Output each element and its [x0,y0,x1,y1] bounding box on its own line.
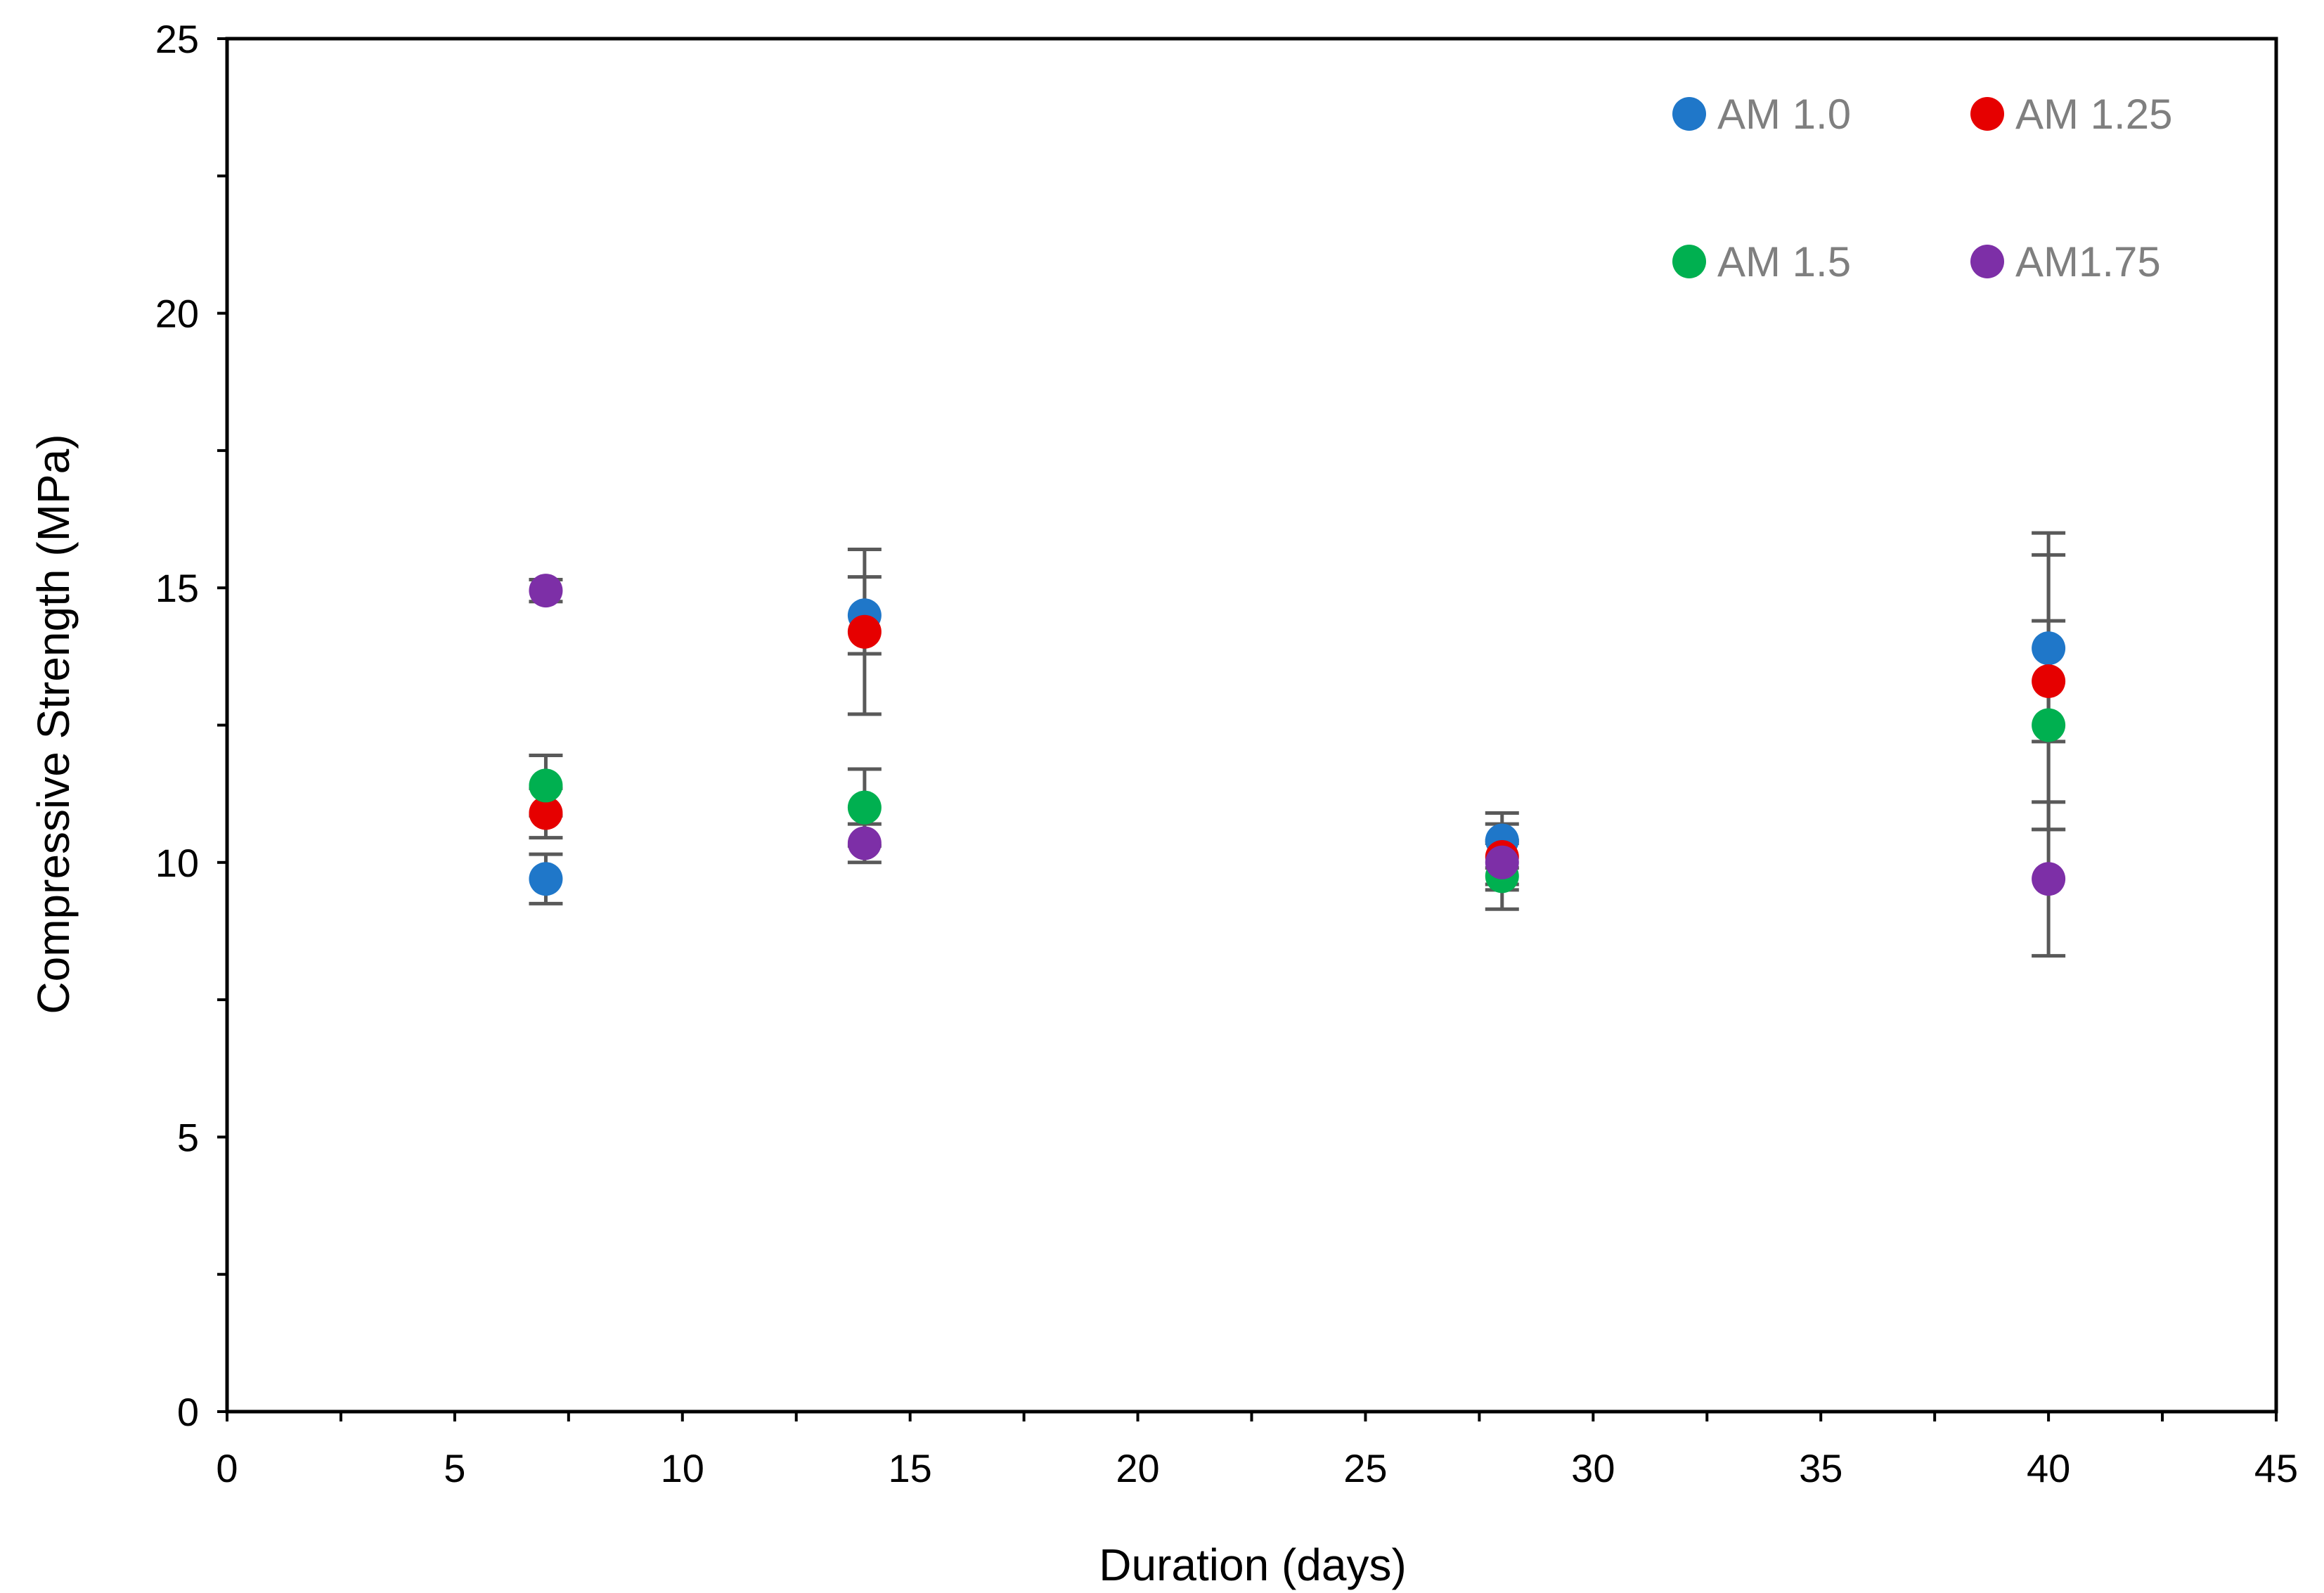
legend: AM 1.0 AM 1.25 AM 1.5 AM1.75 [1672,91,2172,285]
y-tick-label: 5 [177,1115,199,1159]
y-tick-labels: 0 5 10 15 20 25 [155,17,199,1434]
legend-marker-am-1-0 [1672,97,1706,131]
y-tick-label: 10 [155,841,199,885]
data-markers [529,574,2066,896]
marker-am-1-25 [2032,664,2066,699]
legend-label-am-1-5: AM 1.5 [1717,238,1851,285]
marker-am-1-0 [529,862,563,896]
x-tick-label: 10 [661,1446,704,1490]
marker-am-1-5 [529,768,563,803]
legend-label-am1-75: AM1.75 [2015,238,2161,285]
marker-am-1-5 [2032,708,2066,742]
y-tick-label: 0 [177,1390,199,1434]
x-tick-label: 0 [216,1446,238,1490]
x-tick-label: 20 [1116,1446,1159,1490]
marker-am1-75 [847,826,882,860]
y-tick-label: 25 [155,17,199,61]
x-tick-label: 5 [444,1446,465,1490]
legend-marker-am1-75 [1970,245,2004,278]
x-tick-labels: 0 5 10 15 20 25 30 35 40 45 [216,1446,2298,1490]
marker-am-1-5 [847,790,882,825]
legend-label-am-1-25: AM 1.25 [2015,91,2172,138]
y-axis-title: Compressive Strength (MPa) [28,434,79,1014]
marker-am1-75 [529,574,563,608]
x-axis-title: Duration (days) [1099,1540,1407,1590]
x-tick-label: 35 [1799,1446,1842,1490]
x-tick-label: 30 [1571,1446,1615,1490]
marker-am-1-25 [529,796,563,830]
marker-am-1-25 [847,614,882,649]
marker-am1-75 [1485,845,1519,879]
legend-marker-am-1-5 [1672,245,1706,278]
legend-label-am-1-0: AM 1.0 [1717,91,1851,138]
y-tick-label: 20 [155,292,199,336]
x-tick-label: 15 [889,1446,932,1490]
marker-am-1-0 [2032,631,2066,666]
marker-am1-75 [2032,862,2066,896]
axis-ticks [217,37,2278,1421]
legend-marker-am-1-25 [1970,97,2004,131]
x-tick-label: 40 [2027,1446,2070,1490]
y-tick-label: 15 [155,566,199,610]
x-tick-label: 45 [2254,1446,2298,1490]
x-tick-label: 25 [1343,1446,1387,1490]
